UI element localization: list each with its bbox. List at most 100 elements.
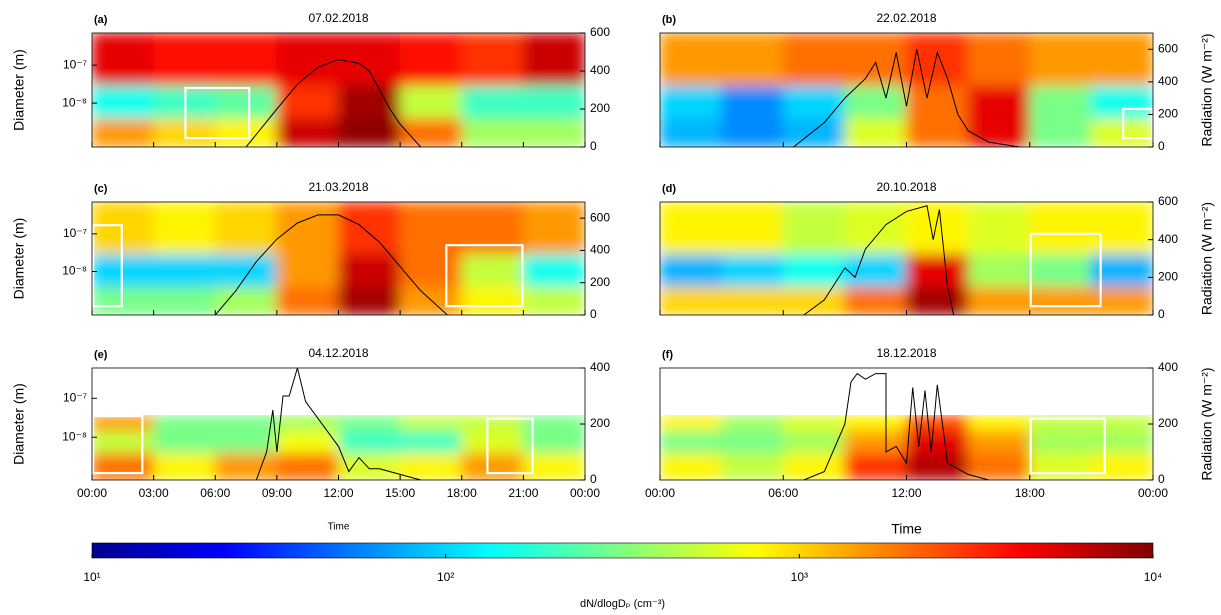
heat-cell xyxy=(660,429,723,454)
heat-cell xyxy=(660,202,723,255)
panel-title: 04.12.2018 xyxy=(308,346,368,360)
heat-cell xyxy=(92,117,155,147)
heat-cell xyxy=(906,117,969,147)
heat-cell xyxy=(967,452,1031,480)
heat-cell xyxy=(1090,415,1153,431)
heatmap xyxy=(660,372,1153,480)
event-box xyxy=(486,417,534,475)
panel-label: (d) xyxy=(662,183,676,195)
event-box xyxy=(1029,417,1106,475)
heat-cell xyxy=(844,117,907,147)
heat-cell xyxy=(153,452,216,480)
y2-axis-label: Radiation (W m⁻²) xyxy=(1199,367,1215,480)
y2-tick-label: 0 xyxy=(1158,472,1165,486)
heat-cell xyxy=(461,253,524,287)
heat-cell xyxy=(399,253,463,287)
heat-cell xyxy=(153,253,216,287)
heat-cell xyxy=(721,285,784,315)
heat-cell xyxy=(399,429,463,454)
heat-cell xyxy=(967,84,1031,119)
heat-cell xyxy=(660,84,723,119)
panel-title: 07.02.2018 xyxy=(308,11,368,25)
heat-cell xyxy=(1029,33,1092,86)
heat-cell xyxy=(660,452,723,480)
heat-cell xyxy=(721,415,784,431)
y2-tick-label: 400 xyxy=(1158,360,1178,374)
heat-cell xyxy=(214,253,278,287)
heat-cell xyxy=(338,415,401,431)
heat-cell xyxy=(276,452,339,480)
y2-tick-label: 600 xyxy=(590,25,610,39)
heat-cell xyxy=(782,33,846,86)
y2-tick-label: 0 xyxy=(590,472,597,486)
heat-cell xyxy=(461,429,524,454)
heat-cell xyxy=(276,202,339,255)
heat-cell xyxy=(782,202,846,255)
heat-cell xyxy=(660,33,723,86)
heat-cell xyxy=(276,253,339,287)
x-tick-label: 09:00 xyxy=(262,486,292,500)
heat-cell xyxy=(461,452,524,480)
heat-cell xyxy=(92,429,155,454)
heat-cell xyxy=(92,452,155,480)
heatmap xyxy=(92,33,585,147)
heat-cell xyxy=(721,429,784,454)
heat-cell xyxy=(153,285,216,315)
heat-cell xyxy=(522,84,585,119)
x-tick-label: 00:00 xyxy=(645,486,675,500)
y-axis-label: Diameter (m) xyxy=(11,383,27,465)
heat-cell xyxy=(906,429,969,454)
y2-tick-label: 200 xyxy=(1158,270,1178,284)
y2-tick-label: 400 xyxy=(590,243,610,257)
heat-cell xyxy=(844,429,907,454)
heat-cell xyxy=(782,415,846,431)
x-tick-label: 03:00 xyxy=(139,486,169,500)
y2-tick-label: 0 xyxy=(590,307,597,321)
heat-cell xyxy=(92,253,155,287)
y-tick-label: 10⁻⁷ xyxy=(63,57,87,71)
heat-cell xyxy=(276,429,339,454)
heat-cell xyxy=(906,285,969,315)
heat-cell xyxy=(1029,415,1092,431)
heat-cell xyxy=(967,117,1031,147)
heat-cell xyxy=(276,33,339,86)
heat-cell xyxy=(276,117,339,147)
heat-cell xyxy=(660,285,723,315)
heat-cell xyxy=(906,33,969,86)
heat-cell xyxy=(721,452,784,480)
heat-cell xyxy=(660,415,723,431)
heat-cell xyxy=(522,202,585,255)
heat-cell xyxy=(338,429,401,454)
y2-tick-label: 600 xyxy=(1158,41,1178,55)
heat-cells xyxy=(660,202,1153,315)
y2-tick-label: 400 xyxy=(590,360,610,374)
heat-cell xyxy=(721,117,784,147)
heat-cell xyxy=(461,285,524,315)
heat-cell xyxy=(967,415,1031,431)
radiation-line xyxy=(803,372,989,480)
heat-cell xyxy=(844,452,907,480)
event-box xyxy=(184,86,251,140)
colorbar-label: dN/dlogDₚ (cm⁻³) xyxy=(580,598,665,610)
heat-cell xyxy=(721,253,784,287)
heat-cell xyxy=(92,415,155,431)
heat-cell xyxy=(214,429,278,454)
y-tick-label: 10⁻⁸ xyxy=(62,264,87,278)
x-tick-label: 06:00 xyxy=(768,486,798,500)
heat-cell xyxy=(1029,202,1092,255)
y2-tick-label: 200 xyxy=(590,416,610,430)
heat-cell xyxy=(1090,429,1153,454)
y2-tick-label: 0 xyxy=(1158,139,1165,153)
heat-cell xyxy=(844,253,907,287)
heat-cell xyxy=(1029,117,1092,147)
colorbar-tick-label: 10¹ xyxy=(83,570,100,584)
heat-cell xyxy=(1029,452,1092,480)
heat-cell xyxy=(214,415,278,431)
heat-cell xyxy=(92,33,155,86)
radiation-line xyxy=(793,49,1020,147)
x-tick-label: 00:00 xyxy=(570,486,600,500)
heat-cell xyxy=(276,84,339,119)
heat-cell xyxy=(92,84,155,119)
heat-cell xyxy=(338,117,401,147)
heatmap xyxy=(660,202,1153,315)
